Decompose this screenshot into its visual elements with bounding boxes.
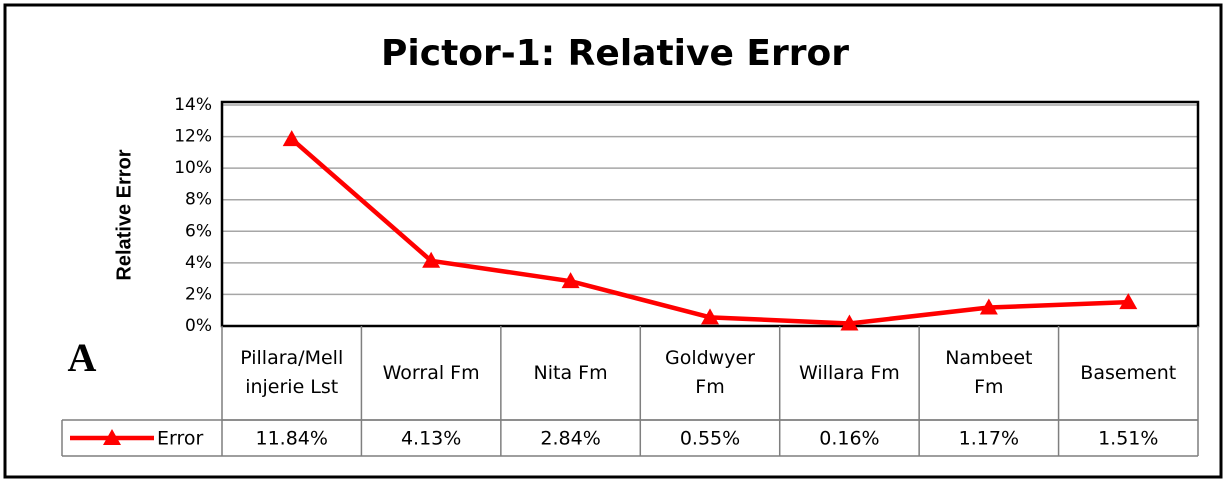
data-marker	[561, 272, 580, 289]
y-tick-label: 0%	[185, 316, 212, 336]
category-cell: Pillara/Mellinjerie Lst	[240, 347, 344, 398]
category-cell: Goldwyer Fm	[665, 347, 755, 398]
y-tick-label: 14%	[174, 95, 212, 115]
data-marker	[282, 130, 301, 147]
data-table-value: 4.13%	[401, 428, 461, 450]
data-marker	[422, 251, 441, 268]
y-tick-label: 4%	[185, 253, 212, 273]
x-tick-label: Nita Fm	[533, 361, 608, 384]
data-table-value: 2.84%	[540, 428, 600, 450]
category-cell: Willara Fm	[799, 361, 900, 384]
x-tick-label: Worral Fm	[382, 361, 480, 384]
data-table-value: 1.17%	[959, 428, 1019, 450]
data-table-value: 11.84%	[255, 428, 327, 450]
chart-title: Pictor-1: Relative Error	[381, 33, 849, 74]
y-tick-label: 10%	[174, 158, 212, 178]
data-table-value: 1.51%	[1098, 428, 1158, 450]
data-table-value: 0.55%	[680, 428, 740, 450]
category-cell: Nita Fm	[533, 361, 608, 384]
y-tick-label: 2%	[185, 284, 212, 304]
data-marker	[840, 314, 859, 331]
data-marker	[979, 298, 998, 315]
x-tick-label: Basement	[1080, 361, 1177, 384]
x-tick-label: Nambeet Fm	[945, 347, 1033, 398]
category-cell: Nambeet Fm	[945, 347, 1033, 398]
y-tick-label: 12%	[174, 127, 212, 147]
y-tick-label: 8%	[185, 190, 212, 210]
data-table-value: 0.16%	[819, 428, 879, 450]
data-marker	[1119, 293, 1138, 310]
legend-marker	[103, 429, 121, 445]
category-cell: Worral Fm	[382, 361, 480, 384]
x-tick-label: Pillara/Mellinjerie Lst	[240, 347, 344, 398]
legend-label: Error	[157, 428, 204, 450]
x-tick-label: Willara Fm	[799, 361, 900, 384]
data-marker	[701, 308, 719, 325]
x-tick-label: Goldwyer Fm	[665, 347, 755, 398]
y-axis-label: Relative Error	[113, 149, 135, 280]
plot-frame	[220, 100, 1200, 328]
panel-label: A	[68, 335, 97, 380]
category-cell: Basement	[1080, 361, 1177, 384]
chart-frame	[3, 3, 1223, 479]
y-tick-label: 6%	[185, 221, 212, 241]
